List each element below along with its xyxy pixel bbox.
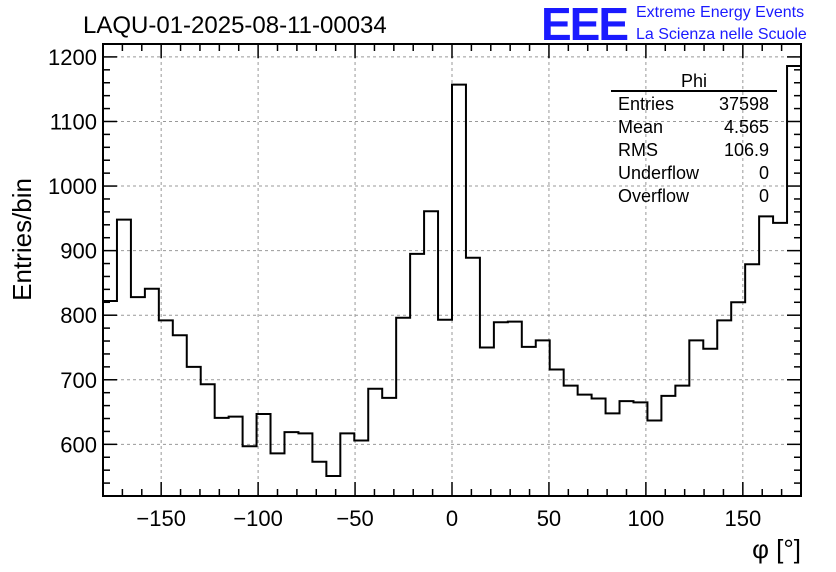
x-tick-label: −50 [336,506,373,531]
stats-row-label: Entries [618,94,674,114]
y-tick-label: 600 [60,432,97,457]
stats-rows: Entries 37598 Mean 4.565 RMS 106.9 Underflow 0 O… [618,94,769,206]
y-axis-title: Entries/bin [7,178,37,301]
y-tick-label: 700 [60,368,97,393]
y-tick-label: 900 [60,239,97,264]
stats-row-label: Underflow [618,163,700,183]
axis-ticks [102,43,802,497]
stats-row-label: RMS [618,140,658,160]
x-tick-label: 150 [724,506,761,531]
histogram-series [103,64,801,477]
x-tick-label: −150 [136,506,186,531]
stats-row-value: 37598 [719,94,769,114]
x-tick-label: −100 [233,506,283,531]
eee-logo-line2: La Scienza nelle Scuole [636,26,807,43]
stats-row-value: 4.565 [724,117,769,137]
y-tick-label: 1200 [48,45,97,70]
run-title: LAQU-01-2025-08-11-00034 [83,12,387,39]
stats-row-value: 0 [759,163,769,183]
stats-row-label: Overflow [618,186,690,206]
stats-row-value: 0 [759,186,769,206]
x-axis-title: φ [°] [752,534,801,564]
stats-title: Phi [681,71,707,91]
x-tick-label: 50 [537,506,561,531]
eee-logo: EEE Extreme Energy Events La Scienza nel… [541,0,807,50]
stats-box: Phi Entries 37598 Mean 4.565 RMS 106.9 Underfl… [611,71,777,206]
y-tick-label: 800 [60,303,97,328]
eee-logo-mark: EEE [541,0,627,50]
y-tick-label: 1100 [50,109,97,134]
stats-row-value: 106.9 [724,140,769,160]
eee-logo-line1: Extreme Energy Events [636,4,804,21]
y-tick-label: 1000 [48,174,97,199]
x-tick-label: 0 [446,506,458,531]
stats-row-label: Mean [618,117,663,137]
y-tick-labels: 600 700 800 900 1000 1100 1200 [48,45,97,457]
x-tick-label: 100 [628,506,665,531]
x-tick-labels: −150 −100 −50 0 50 100 150 [136,506,761,531]
